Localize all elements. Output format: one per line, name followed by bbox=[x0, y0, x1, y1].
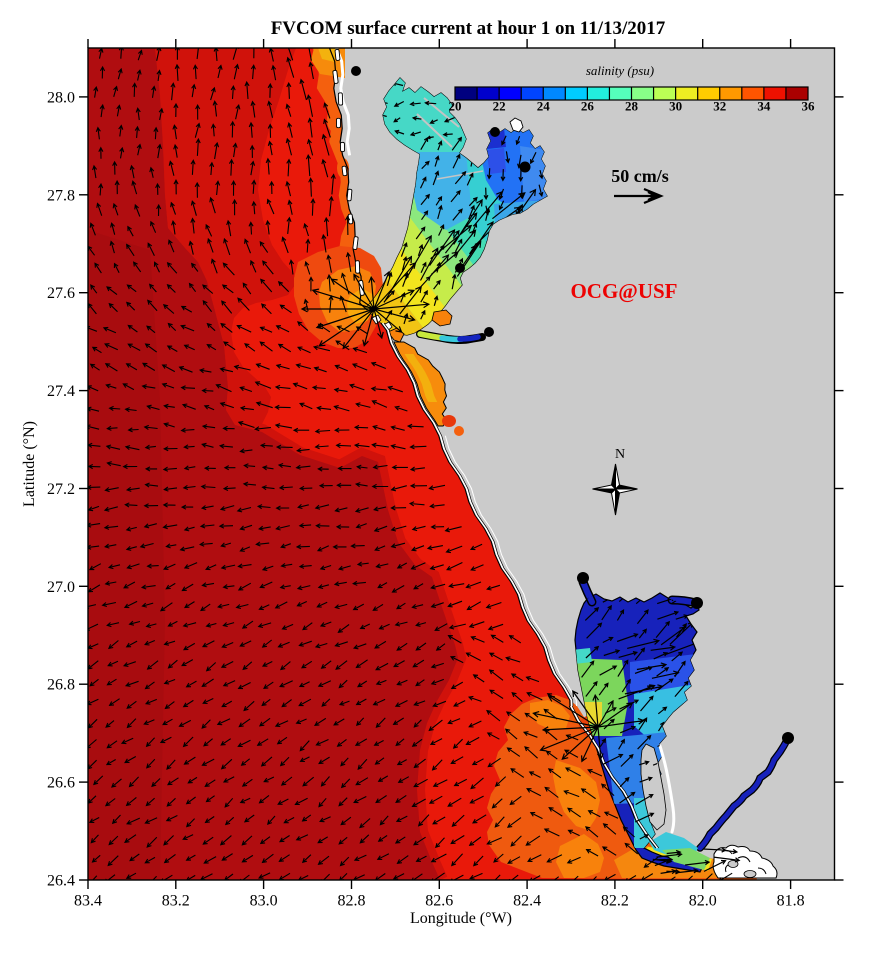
svg-text:82.6: 82.6 bbox=[425, 893, 453, 910]
svg-text:27.2: 27.2 bbox=[47, 481, 75, 498]
svg-text:82.0: 82.0 bbox=[689, 893, 717, 910]
svg-text:34: 34 bbox=[757, 99, 771, 114]
svg-text:50 cm/s: 50 cm/s bbox=[611, 166, 669, 186]
svg-text:81.8: 81.8 bbox=[777, 893, 805, 910]
svg-text:27.6: 27.6 bbox=[47, 285, 75, 302]
svg-text:OCG@USF: OCG@USF bbox=[570, 279, 677, 303]
svg-text:83.2: 83.2 bbox=[162, 893, 190, 910]
svg-text:Longitude (°W): Longitude (°W) bbox=[410, 910, 512, 927]
svg-text:82.8: 82.8 bbox=[338, 893, 366, 910]
svg-text:26.8: 26.8 bbox=[47, 677, 75, 694]
svg-text:22: 22 bbox=[493, 99, 506, 114]
svg-text:27.8: 27.8 bbox=[47, 187, 75, 204]
svg-text:28.0: 28.0 bbox=[47, 89, 75, 106]
svg-text:FVCOM surface current at hour: FVCOM surface current at hour 1 on 11/13… bbox=[271, 18, 666, 39]
svg-text:83.0: 83.0 bbox=[250, 893, 278, 910]
svg-text:83.4: 83.4 bbox=[74, 893, 102, 910]
svg-text:26: 26 bbox=[581, 99, 595, 114]
svg-text:27.0: 27.0 bbox=[47, 579, 75, 596]
svg-text:26.4: 26.4 bbox=[47, 873, 75, 890]
svg-text:27.4: 27.4 bbox=[47, 383, 75, 400]
svg-text:26.6: 26.6 bbox=[47, 775, 75, 792]
svg-text:30: 30 bbox=[669, 99, 682, 114]
svg-text:24: 24 bbox=[537, 99, 551, 114]
svg-text:salinity (psu): salinity (psu) bbox=[586, 63, 654, 78]
svg-text:N: N bbox=[615, 447, 625, 462]
svg-text:Latitude (°N): Latitude (°N) bbox=[21, 421, 38, 507]
svg-text:36: 36 bbox=[802, 99, 816, 114]
svg-text:20: 20 bbox=[449, 99, 462, 114]
svg-text:32: 32 bbox=[713, 99, 726, 114]
svg-text:82.4: 82.4 bbox=[513, 893, 541, 910]
svg-text:82.2: 82.2 bbox=[601, 893, 629, 910]
svg-text:28: 28 bbox=[625, 99, 639, 114]
